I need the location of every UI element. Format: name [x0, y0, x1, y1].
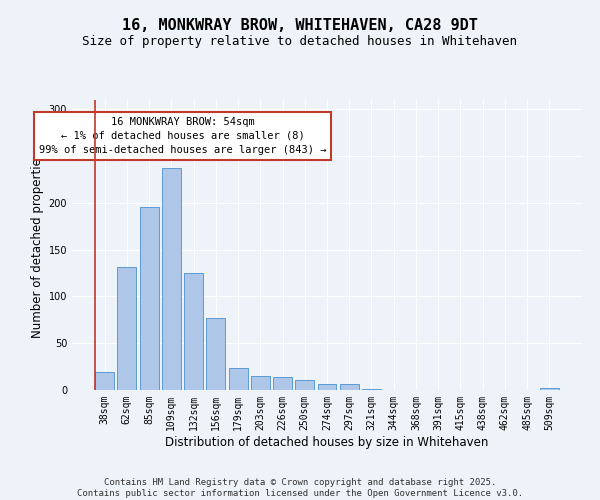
Bar	[118, 266, 136, 390]
Bar	[362, 389, 381, 390]
Bar	[251, 376, 270, 390]
Bar	[273, 377, 292, 390]
Y-axis label: Number of detached properties: Number of detached properties	[31, 152, 44, 338]
Bar	[206, 318, 225, 390]
Bar	[229, 368, 248, 390]
Text: Size of property relative to detached houses in Whitehaven: Size of property relative to detached ho…	[83, 35, 517, 48]
Bar	[95, 372, 114, 390]
Text: 16, MONKWRAY BROW, WHITEHAVEN, CA28 9DT: 16, MONKWRAY BROW, WHITEHAVEN, CA28 9DT	[122, 18, 478, 32]
Bar	[162, 168, 181, 390]
Bar	[340, 384, 359, 390]
Bar	[540, 388, 559, 390]
Text: Contains HM Land Registry data © Crown copyright and database right 2025.
Contai: Contains HM Land Registry data © Crown c…	[77, 478, 523, 498]
Bar	[184, 273, 203, 390]
Bar	[295, 380, 314, 390]
X-axis label: Distribution of detached houses by size in Whitehaven: Distribution of detached houses by size …	[166, 436, 488, 448]
Bar	[317, 384, 337, 390]
Text: 16 MONKWRAY BROW: 54sqm
← 1% of detached houses are smaller (8)
99% of semi-deta: 16 MONKWRAY BROW: 54sqm ← 1% of detached…	[39, 117, 326, 155]
Bar	[140, 206, 158, 390]
